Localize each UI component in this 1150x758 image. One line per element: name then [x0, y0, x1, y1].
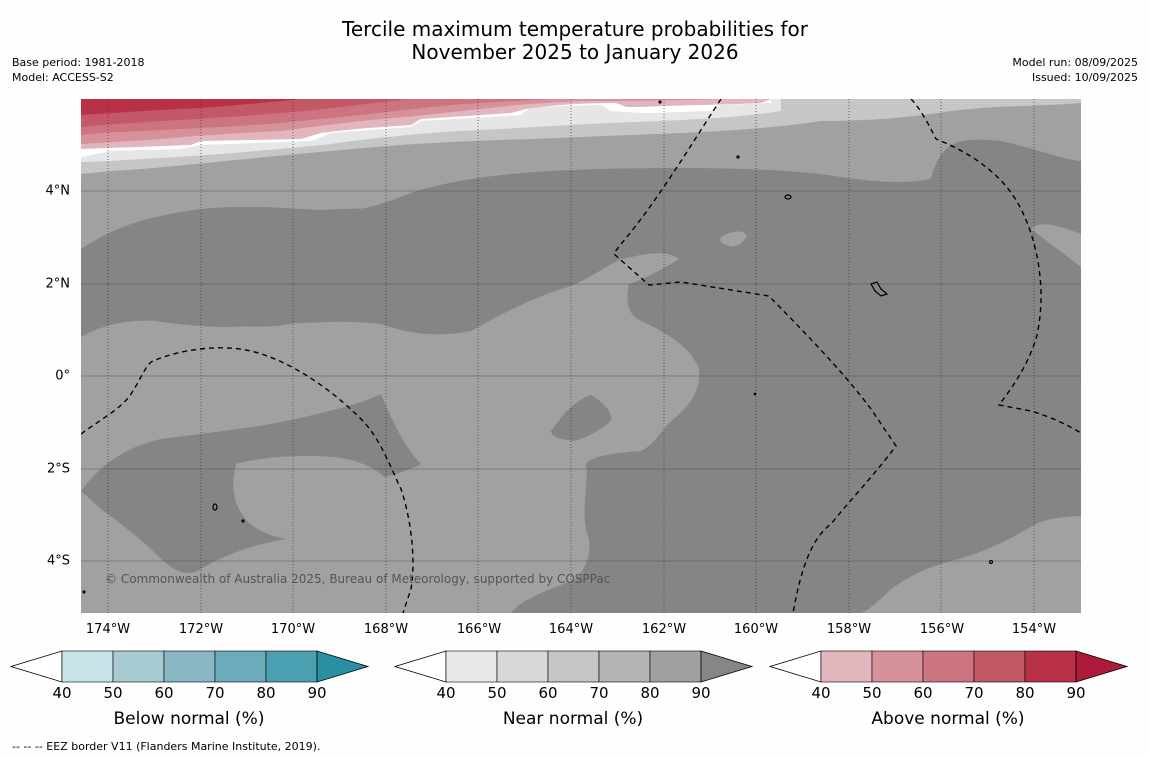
colorbar-segment	[922, 650, 975, 683]
probability-map: © Commonwealth of Australia 2025, Bureau…	[81, 99, 1081, 613]
colorbar-segment	[163, 650, 216, 683]
lat-label-4n: 4°N	[45, 183, 71, 199]
colorbar-extend-low	[394, 650, 447, 683]
above-normal-90-band	[81, 99, 301, 115]
lon-label-172w: 172°W	[178, 622, 224, 637]
colorbar-extend-high	[700, 650, 754, 683]
colorbar-extend-high	[1075, 650, 1129, 683]
near-normal-60-patch-center	[720, 231, 747, 247]
colorbar-tick-label: 40	[436, 684, 456, 702]
lon-label-160w: 160°W	[733, 622, 779, 637]
colorbar-above-normal	[769, 650, 1129, 683]
colorbar-title-above: Above normal (%)	[871, 709, 1025, 729]
colorbar-segment	[547, 650, 600, 683]
colorbar-below-normal	[10, 650, 370, 683]
model-name: Model: ACCESS-S2	[12, 71, 114, 84]
lon-label-174w: 174°W	[85, 622, 131, 637]
meta-left: Base period: 1981-2018 Model: ACCESS-S2	[12, 55, 144, 85]
lon-label-166w: 166°W	[456, 622, 502, 637]
issued-date: Issued: 10/09/2025	[1031, 71, 1138, 84]
lon-label-170w: 170°W	[270, 622, 316, 637]
colorbar-segment	[265, 650, 318, 683]
lat-label-2n: 2°N	[45, 276, 71, 292]
lon-label-154w: 154°W	[1011, 622, 1057, 637]
colorbar-segment	[445, 650, 498, 683]
colorbar-tick-label: 80	[640, 684, 660, 702]
colorbar-tick-label: 60	[913, 684, 933, 702]
colorbar-segment	[1024, 650, 1077, 683]
colorbar-tick-label: 70	[205, 684, 225, 702]
colorbar-tick-label: 80	[1015, 684, 1035, 702]
colorbar-extend-low	[10, 650, 63, 683]
colorbar-tick-label: 70	[964, 684, 984, 702]
colorbar-near-normal	[394, 650, 754, 683]
title-line-1: Tercile maximum temperature probabilitie…	[342, 17, 808, 41]
colorbar-extend-low	[769, 650, 822, 683]
colorbar-tick-label: 90	[691, 684, 711, 702]
colorbar-tick-label: 40	[811, 684, 831, 702]
near-normal-70-patch	[551, 395, 612, 441]
near-normal-70-region-nw	[81, 208, 401, 337]
island-outlines	[82, 100, 994, 594]
colorbar-segment	[649, 650, 702, 683]
colorbar-tick-label: 50	[862, 684, 882, 702]
lon-label-164w: 164°W	[548, 622, 594, 637]
lon-label-162w: 162°W	[641, 622, 687, 637]
colorbar-segment	[214, 650, 267, 683]
colorbar-tick-label: 80	[256, 684, 276, 702]
lon-label-158w: 158°W	[826, 622, 872, 637]
lon-label-156w: 156°W	[919, 622, 965, 637]
colorbar-tick-label: 90	[1066, 684, 1086, 702]
title-line-2: November 2025 to January 2026	[411, 40, 739, 64]
lon-label-168w: 168°W	[363, 622, 409, 637]
meta-right: Model run: 08/09/2025 Issued: 10/09/2025	[1012, 55, 1138, 85]
colorbar-segment	[112, 650, 165, 683]
eez-footnote: -- -- -- EEZ border V11 (Flanders Marine…	[12, 740, 321, 753]
colorbar-segment	[496, 650, 549, 683]
eez-borders	[81, 99, 1081, 613]
colorbar-segment	[871, 650, 924, 683]
colorbar-tick-label: 50	[487, 684, 507, 702]
colorbar-tick-label: 40	[52, 684, 72, 702]
copyright-text: © Commonwealth of Australia 2025, Bureau…	[105, 572, 610, 586]
colorbar-tick-label: 60	[154, 684, 174, 702]
map-title: Tercile maximum temperature probabilitie…	[0, 18, 1150, 64]
colorbar-segment	[61, 650, 114, 683]
near-normal-60-patch-sw	[233, 455, 391, 539]
colorbar-tick-label: 60	[538, 684, 558, 702]
colorbar-title-below: Below normal (%)	[113, 709, 265, 729]
colorbar-title-near: Near normal (%)	[502, 709, 644, 729]
model-run: Model run: 08/09/2025	[1012, 56, 1138, 69]
colorbar-tick-label: 50	[103, 684, 123, 702]
latitude-gridlines	[81, 190, 1081, 562]
colorbar-segment	[820, 650, 873, 683]
lat-label-0: 0°	[55, 368, 70, 384]
colorbar-tick-label: 70	[589, 684, 609, 702]
lat-label-2s: 2°S	[46, 461, 70, 477]
base-period: Base period: 1981-2018	[12, 56, 145, 69]
colorbar-extend-high	[316, 650, 370, 683]
colorbar-segment	[973, 650, 1026, 683]
lat-label-4s: 4°S	[46, 553, 70, 569]
colorbar-segment	[598, 650, 651, 683]
colorbar-tick-label: 90	[307, 684, 327, 702]
